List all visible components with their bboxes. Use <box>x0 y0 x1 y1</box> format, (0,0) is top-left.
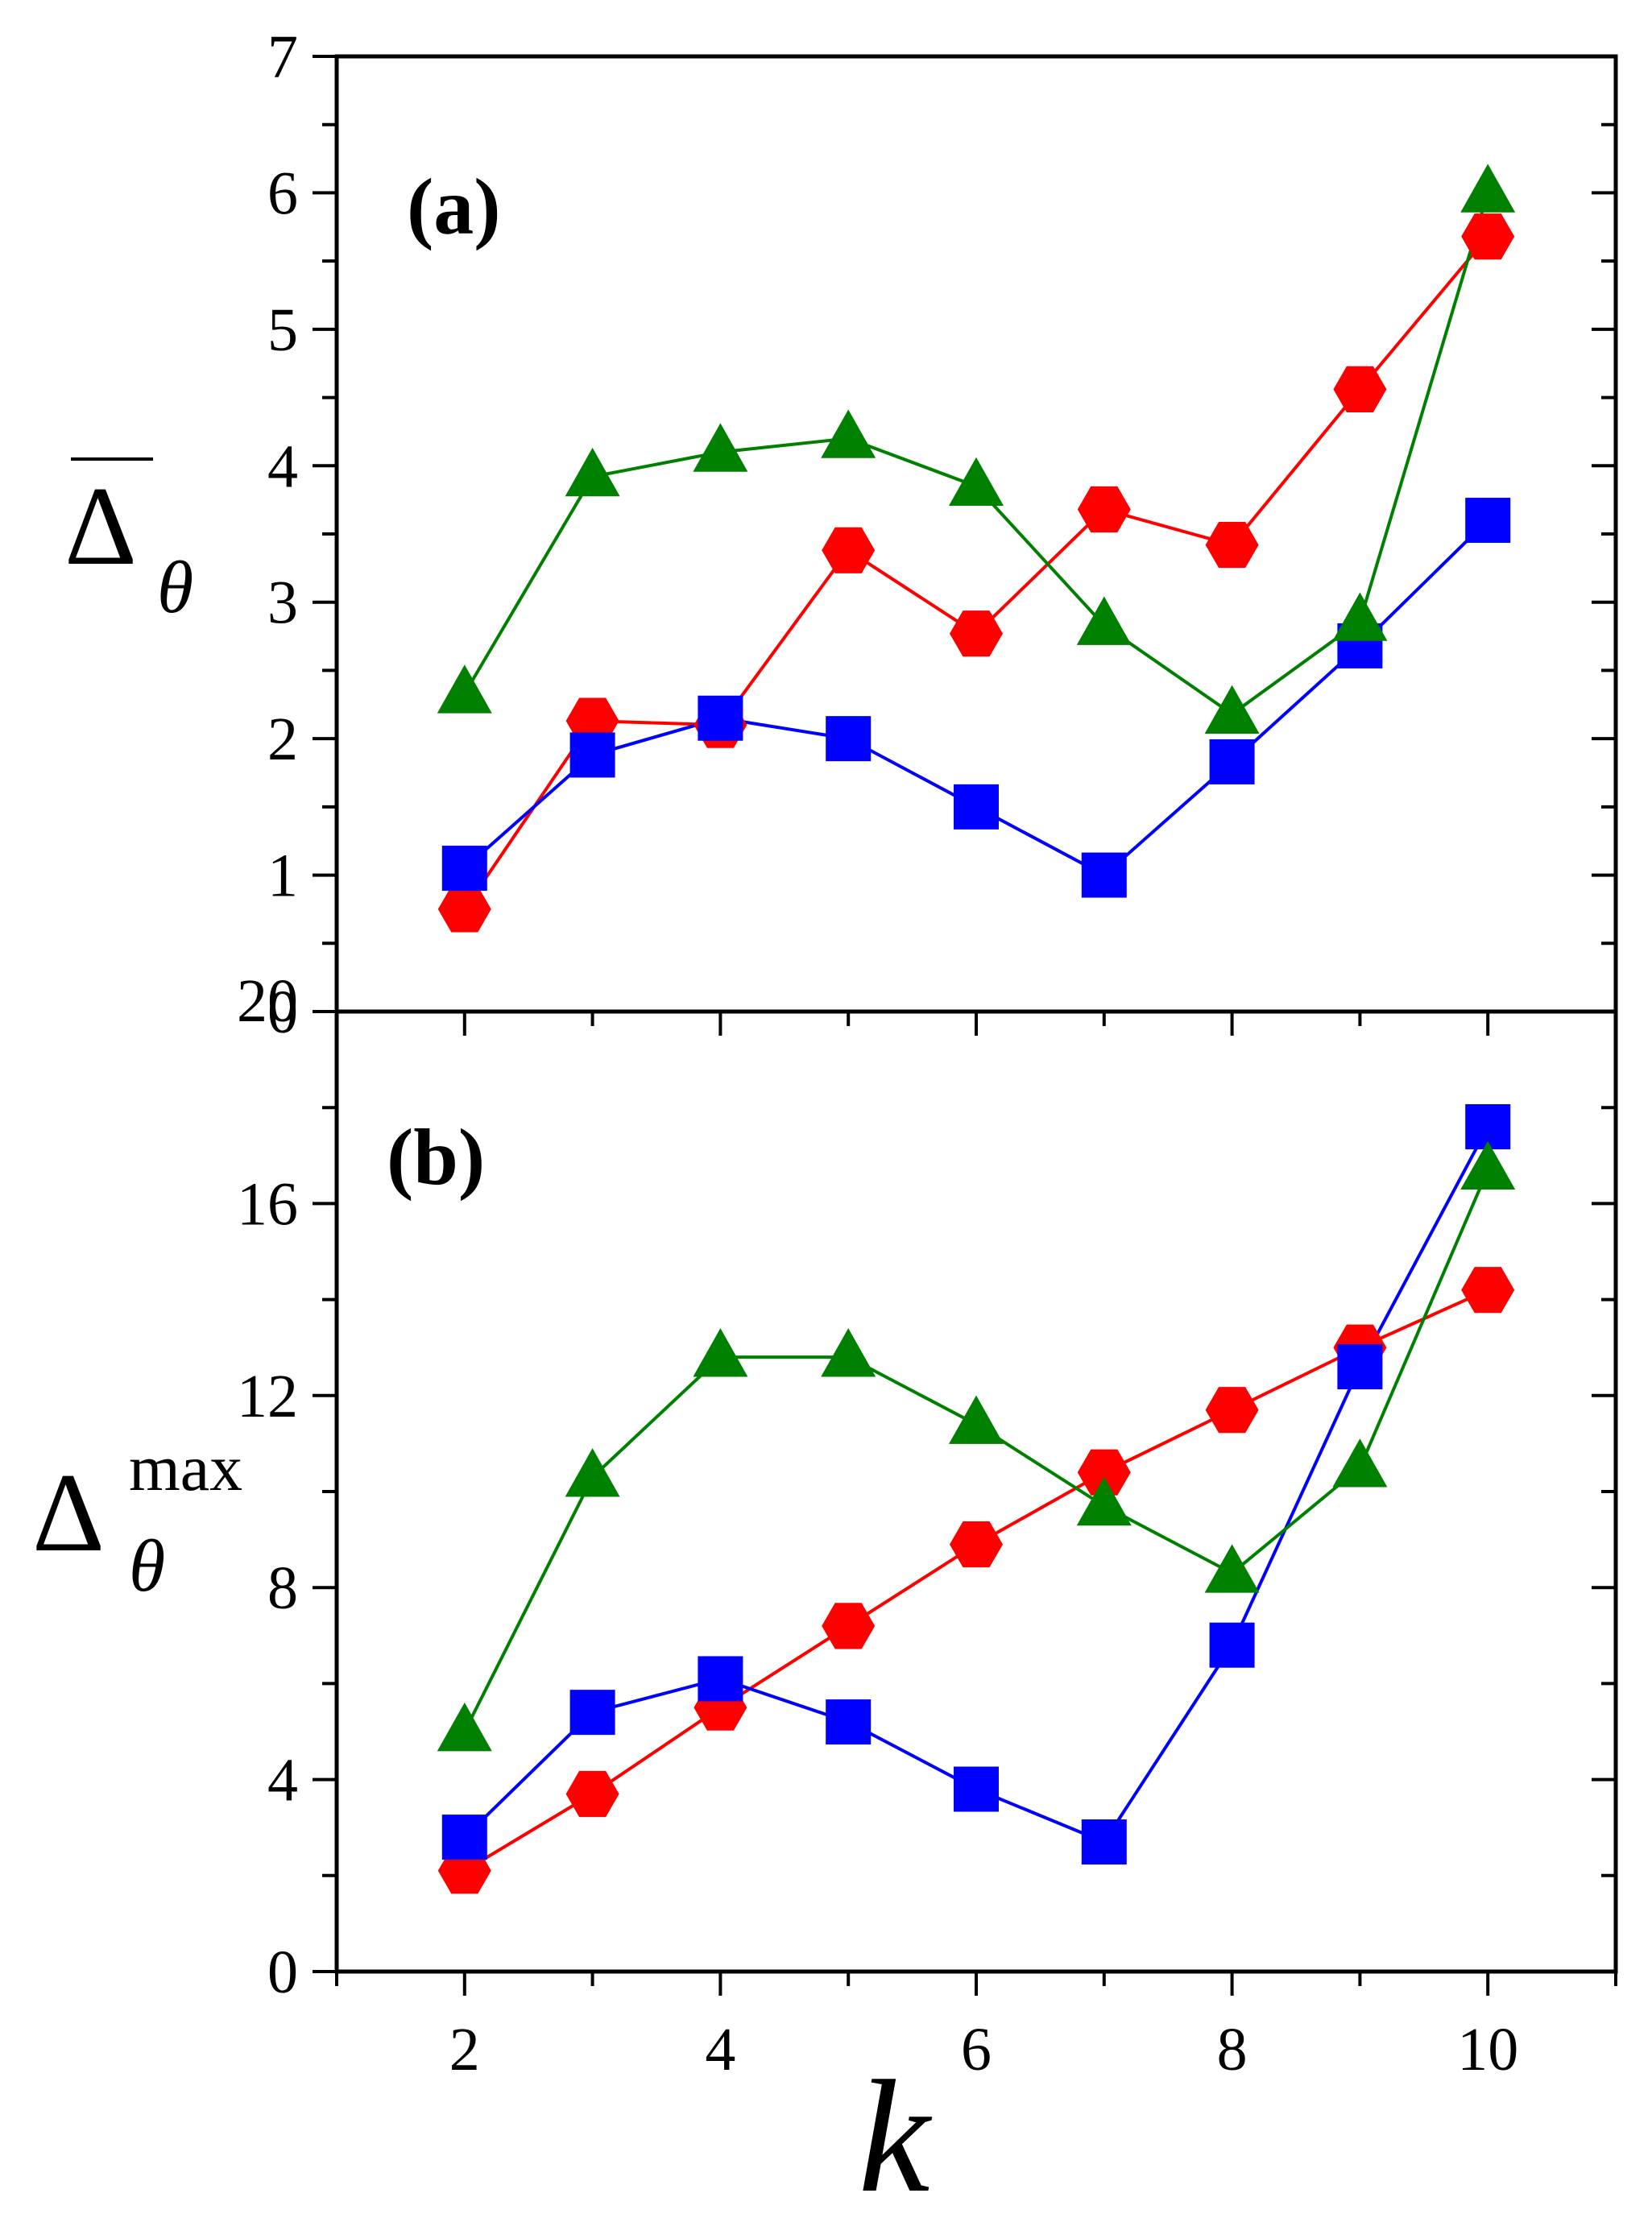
series-line-triangle <box>463 1169 1490 1732</box>
panel-label: (b) <box>387 1112 485 1202</box>
y-tick-label: 7 <box>267 23 298 91</box>
data-point-triangle <box>1460 163 1516 213</box>
data-point-square <box>698 1656 743 1702</box>
data-point-hexagon <box>1333 366 1387 412</box>
data-point-hexagon <box>1205 522 1259 569</box>
data-point-square <box>569 1690 615 1736</box>
data-point-square <box>1209 1622 1255 1668</box>
y-tick-label: 5 <box>267 296 298 364</box>
data-point-square <box>1337 1344 1383 1390</box>
y-tick-label: 0 <box>267 1939 298 2006</box>
data-point-hexagon <box>565 697 619 744</box>
x-tick-label: 6 <box>961 2016 992 2084</box>
data-point-triangle <box>1204 1544 1260 1593</box>
data-point-hexagon <box>1077 486 1131 533</box>
y-tick-label: 8 <box>267 1554 298 1622</box>
data-point-square <box>1081 852 1127 898</box>
data-point-triangle <box>949 1395 1004 1444</box>
x-axis-label: k <box>859 2048 933 2218</box>
data-point-hexagon <box>822 527 876 573</box>
data-point-square <box>1465 498 1511 544</box>
data-point-triangle <box>565 447 620 497</box>
data-point-triangle <box>565 1448 620 1497</box>
x-tick-label: 2 <box>449 2016 480 2084</box>
data-point-square <box>569 732 615 778</box>
y-tick-label: 16 <box>237 1170 298 1238</box>
data-point-triangle <box>821 409 876 458</box>
y-axis-label-a-symbol: Δ <box>64 464 137 589</box>
data-point-triangle <box>949 457 1004 507</box>
y-axis-label-b-subscript: θ <box>129 1525 165 1607</box>
data-point-hexagon <box>437 886 491 933</box>
data-point-triangle <box>1332 1438 1388 1488</box>
data-point-hexagon <box>1205 1387 1259 1434</box>
data-point-square <box>826 1699 872 1745</box>
data-point-hexagon <box>950 1521 1003 1568</box>
x-tick-label: 10 <box>1457 2016 1518 2084</box>
data-point-triangle <box>437 664 492 714</box>
data-point-square <box>441 1815 487 1860</box>
panel-a: 0 1 2 3 4 5 6 7 (a) <box>267 23 1618 1046</box>
data-point-triangle <box>1076 596 1132 645</box>
y-tick-label: 2 <box>267 706 298 773</box>
y-tick-label: 20 <box>237 967 298 1035</box>
y-axis-label-a-subscript: θ <box>157 546 193 628</box>
x-tick-label: 4 <box>705 2016 735 2084</box>
y-tick-label: 6 <box>267 159 298 227</box>
y-tick-label: 3 <box>267 569 298 637</box>
data-point-hexagon <box>822 1603 876 1649</box>
data-point-hexagon <box>1461 213 1515 260</box>
plot-frame <box>334 54 1618 1014</box>
data-point-triangle <box>693 1328 748 1377</box>
y-tick-label: 4 <box>267 432 298 500</box>
data-point-square <box>954 784 999 830</box>
data-point-square <box>1081 1819 1127 1865</box>
data-point-square <box>826 716 872 762</box>
plot-frame <box>334 1009 1618 1974</box>
data-point-hexagon <box>1077 1449 1131 1496</box>
data-point-triangle <box>821 1328 876 1377</box>
data-point-triangle <box>1076 1476 1132 1526</box>
x-tick-label: 8 <box>1217 2016 1248 2084</box>
data-point-triangle <box>1204 685 1260 735</box>
data-point-triangle <box>1460 1140 1516 1190</box>
data-point-triangle <box>1332 592 1388 641</box>
data-point-square <box>954 1766 999 1812</box>
data-point-square <box>698 695 743 741</box>
y-axis-label-b-symbol: Δ <box>32 1450 105 1575</box>
y-tick-label: 0 <box>267 979 298 1046</box>
data-point-hexagon <box>1461 1267 1515 1314</box>
panel-b: 0 4 8 12 16 20 (b) 2 4 6 8 10 <box>237 967 1618 2084</box>
data-point-triangle <box>693 423 748 472</box>
y-tick-label: 1 <box>267 842 298 910</box>
data-point-square <box>1209 739 1255 784</box>
y-tick-label: 4 <box>267 1747 298 1815</box>
y-axis-label-b-superscript: max <box>129 1431 242 1504</box>
y-tick-label: 12 <box>237 1363 298 1430</box>
data-point-hexagon <box>565 1770 619 1818</box>
data-point-square <box>441 846 487 892</box>
data-point-hexagon <box>950 610 1003 657</box>
panel-label: (a) <box>407 162 501 251</box>
data-point-triangle <box>437 1703 492 1752</box>
